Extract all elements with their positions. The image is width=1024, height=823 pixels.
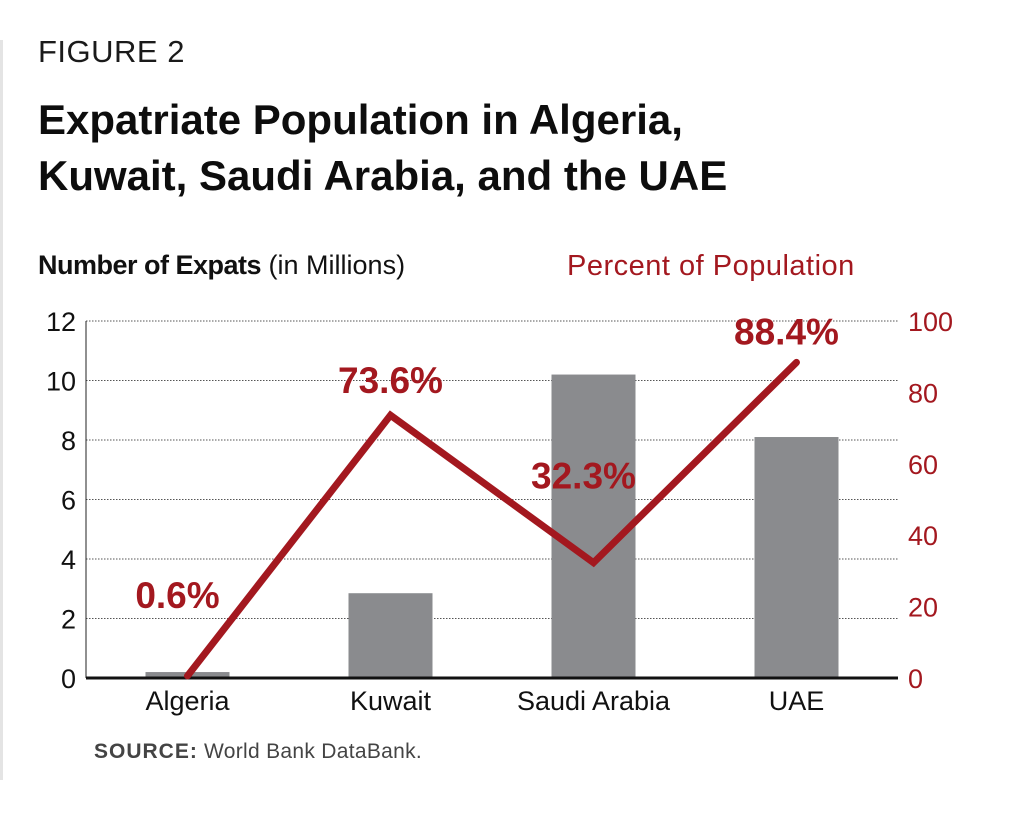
left-axis-title-unit: (in Millions): [261, 250, 406, 280]
line-point: [388, 413, 393, 418]
y-right-tick-label: 40: [908, 521, 938, 551]
left-axis-title: Number of Expats (in Millions): [38, 250, 405, 281]
x-tick-label: Algeria: [145, 686, 230, 716]
title-line-1: Expatriate Population in Algeria,: [38, 96, 683, 143]
percent-line: [184, 358, 800, 680]
x-tick-label: UAE: [769, 686, 825, 716]
line-point: [591, 560, 596, 565]
line-data-label: 32.3%: [531, 456, 636, 497]
bar: [551, 374, 636, 678]
source-text: World Bank DataBank.: [197, 740, 423, 763]
bar: [754, 437, 839, 678]
line-data-label: 0.6%: [135, 575, 219, 616]
x-tick-label: Kuwait: [350, 686, 432, 716]
chart-title: Expatriate Population in Algeria, Kuwait…: [38, 92, 938, 204]
right-axis-title: Percent of Population: [567, 250, 855, 282]
line-point: [794, 360, 799, 365]
y-right-tick-label: 20: [908, 593, 938, 623]
left-axis-title-bold: Number of Expats: [38, 250, 262, 280]
left-edge-decoration: [0, 40, 3, 780]
line-data-label: 73.6%: [338, 360, 443, 401]
bar: [348, 593, 433, 678]
y-right-tick-label: 0: [908, 664, 923, 694]
y-left-tick-label: 6: [61, 486, 76, 516]
y-right-tick-label: 80: [908, 378, 938, 408]
y-left-tick-label: 12: [46, 307, 76, 337]
y-right-tick-label: 100: [908, 307, 953, 337]
y-left-tick-label: 8: [61, 426, 76, 456]
y-left-tick-label: 0: [61, 664, 76, 694]
figure-label: FIGURE 2: [38, 34, 185, 69]
y-left-tick-label: 2: [61, 605, 76, 635]
source-note: SOURCE: World Bank DataBank.: [94, 740, 422, 764]
line-point: [185, 673, 190, 678]
x-tick-label: Saudi Arabia: [517, 686, 671, 716]
y-right-tick-label: 60: [908, 450, 938, 480]
line-data-label: 88.4%: [734, 311, 839, 352]
y-left-tick-label: 4: [61, 545, 76, 575]
title-line-2: Kuwait, Saudi Arabia, and the UAE: [38, 152, 728, 199]
y-left-tick-label: 10: [46, 367, 76, 397]
source-label: SOURCE:: [94, 740, 198, 763]
